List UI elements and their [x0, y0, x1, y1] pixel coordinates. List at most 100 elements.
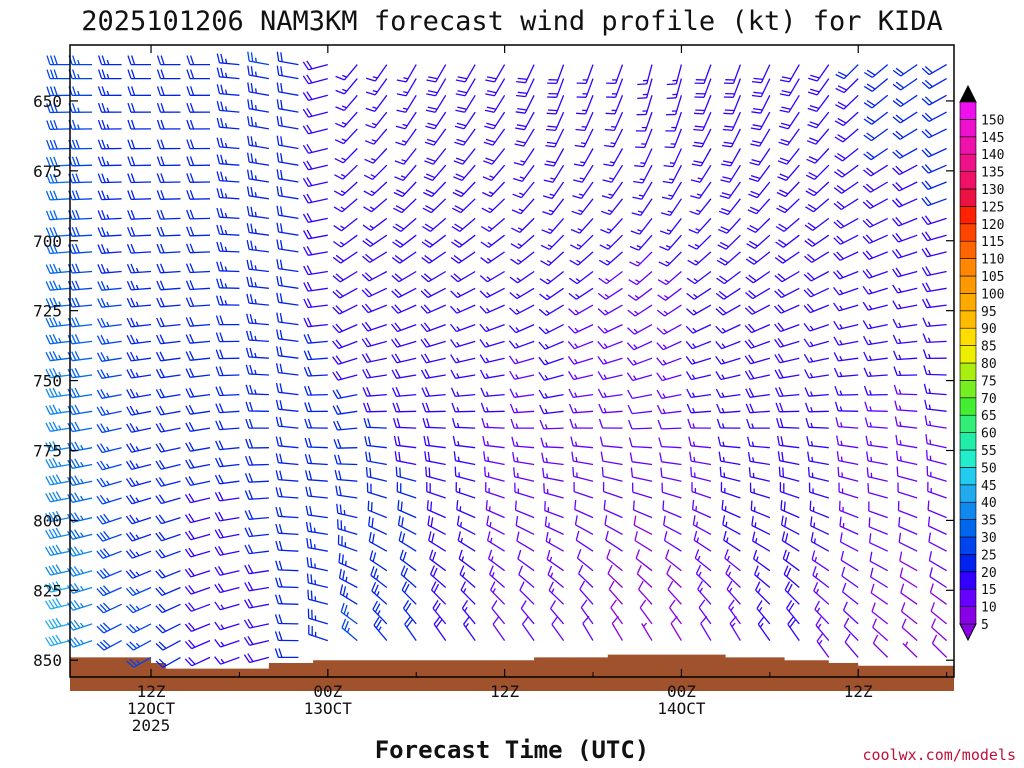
- barb-half-flag: [839, 324, 843, 329]
- wind-barb: [597, 371, 623, 381]
- barb-full-flag: [777, 451, 781, 461]
- barb-half-flag: [340, 225, 345, 230]
- barb-full-flag: [126, 263, 132, 274]
- barb-full-flag: [103, 530, 111, 540]
- wind-barb: [601, 181, 624, 200]
- barb-full-flag: [839, 516, 842, 527]
- barb-full-flag: [454, 141, 464, 146]
- wind-barb: [425, 111, 447, 130]
- barb-half-flag: [839, 390, 843, 396]
- barb-full-flag: [611, 615, 619, 624]
- wind-barb: [659, 452, 682, 466]
- wind-barb: [275, 363, 299, 376]
- barb-staff: [554, 128, 565, 148]
- barb-full-flag: [455, 173, 465, 179]
- wind-barb: [156, 173, 181, 184]
- wind-barb: [306, 538, 328, 552]
- barb-full-flag: [53, 210, 58, 220]
- barb-full-flag: [718, 306, 727, 314]
- wind-barb: [362, 217, 388, 231]
- barb-full-flag: [750, 174, 761, 180]
- barb-staff: [631, 427, 653, 430]
- barb-full-flag: [924, 231, 932, 241]
- credit-link[interactable]: coolwx.com/models: [862, 746, 1016, 764]
- barb-full-flag: [129, 549, 137, 558]
- wind-barb: [155, 459, 181, 470]
- barb-full-flag: [130, 243, 136, 254]
- barb-full-flag: [336, 503, 339, 514]
- wind-barb: [745, 251, 771, 265]
- barb-full-flag: [159, 263, 165, 273]
- barb-full-flag: [576, 549, 582, 559]
- wind-barb: [68, 156, 93, 167]
- wind-barb: [723, 95, 742, 115]
- wind-barb: [666, 565, 682, 588]
- barb-full-flag: [306, 298, 313, 308]
- barb-full-flag: [426, 418, 430, 428]
- wind-barb: [67, 334, 93, 345]
- barb-full-flag: [100, 388, 107, 398]
- wind-barb: [744, 304, 771, 315]
- barb-full-flag: [303, 334, 309, 344]
- barb-half-flag: [58, 371, 62, 377]
- wind-barb: [364, 436, 387, 449]
- barb-full-flag: [396, 189, 406, 195]
- barb-full-flag: [245, 438, 250, 449]
- barb-full-flag: [96, 516, 104, 525]
- barb-staff: [632, 461, 653, 466]
- wind-barb: [307, 589, 328, 605]
- wind-barb: [580, 599, 594, 625]
- wind-barb: [46, 69, 70, 80]
- wind-barb: [662, 164, 682, 184]
- wind-barb: [807, 78, 830, 96]
- barb-full-flag: [892, 284, 899, 294]
- barb-full-flag: [429, 549, 434, 560]
- barb-full-flag: [280, 136, 283, 146]
- wind-barb: [897, 482, 918, 499]
- wind-barb: [927, 516, 947, 535]
- barb-full-flag: [335, 305, 344, 313]
- wind-barb: [744, 369, 770, 380]
- barb-half-flag: [546, 278, 552, 283]
- barb-full-flag: [188, 547, 195, 557]
- barb-full-flag: [335, 339, 343, 348]
- barb-half-flag: [106, 372, 110, 378]
- barb-full-flag: [809, 121, 819, 126]
- barb-full-flag: [862, 270, 870, 279]
- barb-half-flag: [106, 194, 110, 200]
- barb-full-flag: [863, 169, 872, 177]
- barb-full-flag: [454, 205, 464, 211]
- wind-barb: [751, 95, 771, 114]
- barb-half-flag: [815, 588, 819, 594]
- barb-full-flag: [774, 256, 784, 264]
- barb-full-flag: [391, 275, 400, 283]
- barb-full-flag: [49, 297, 55, 308]
- wind-barb: [893, 384, 918, 396]
- barb-full-flag: [480, 402, 486, 413]
- wind-barb: [126, 243, 152, 254]
- barb-full-flag: [432, 600, 439, 609]
- barb-half-flag: [731, 622, 736, 628]
- barb-full-flag: [71, 263, 77, 274]
- wind-barb: [862, 320, 888, 330]
- barb-full-flag: [656, 327, 665, 335]
- barb-full-flag: [371, 533, 375, 544]
- barb-full-flag: [158, 586, 166, 595]
- barb-full-flag: [304, 470, 309, 480]
- x-tick-label: 12Z: [844, 682, 873, 701]
- barb-full-flag: [156, 280, 162, 291]
- wind-barb: [807, 467, 829, 482]
- barb-full-flag: [279, 363, 283, 374]
- wind-barb: [863, 128, 889, 142]
- barb-half-flag: [636, 245, 642, 249]
- barb-half-flag: [106, 124, 110, 130]
- barb-full-flag: [49, 69, 55, 79]
- barb-half-flag: [106, 90, 110, 96]
- wind-barb: [126, 297, 152, 308]
- barb-full-flag: [924, 415, 928, 426]
- wind-barb: [715, 388, 741, 399]
- colorbar-segment: [959, 136, 977, 155]
- barb-full-flag: [895, 232, 903, 242]
- barb-full-flag: [250, 99, 254, 110]
- barb-full-flag: [185, 317, 191, 327]
